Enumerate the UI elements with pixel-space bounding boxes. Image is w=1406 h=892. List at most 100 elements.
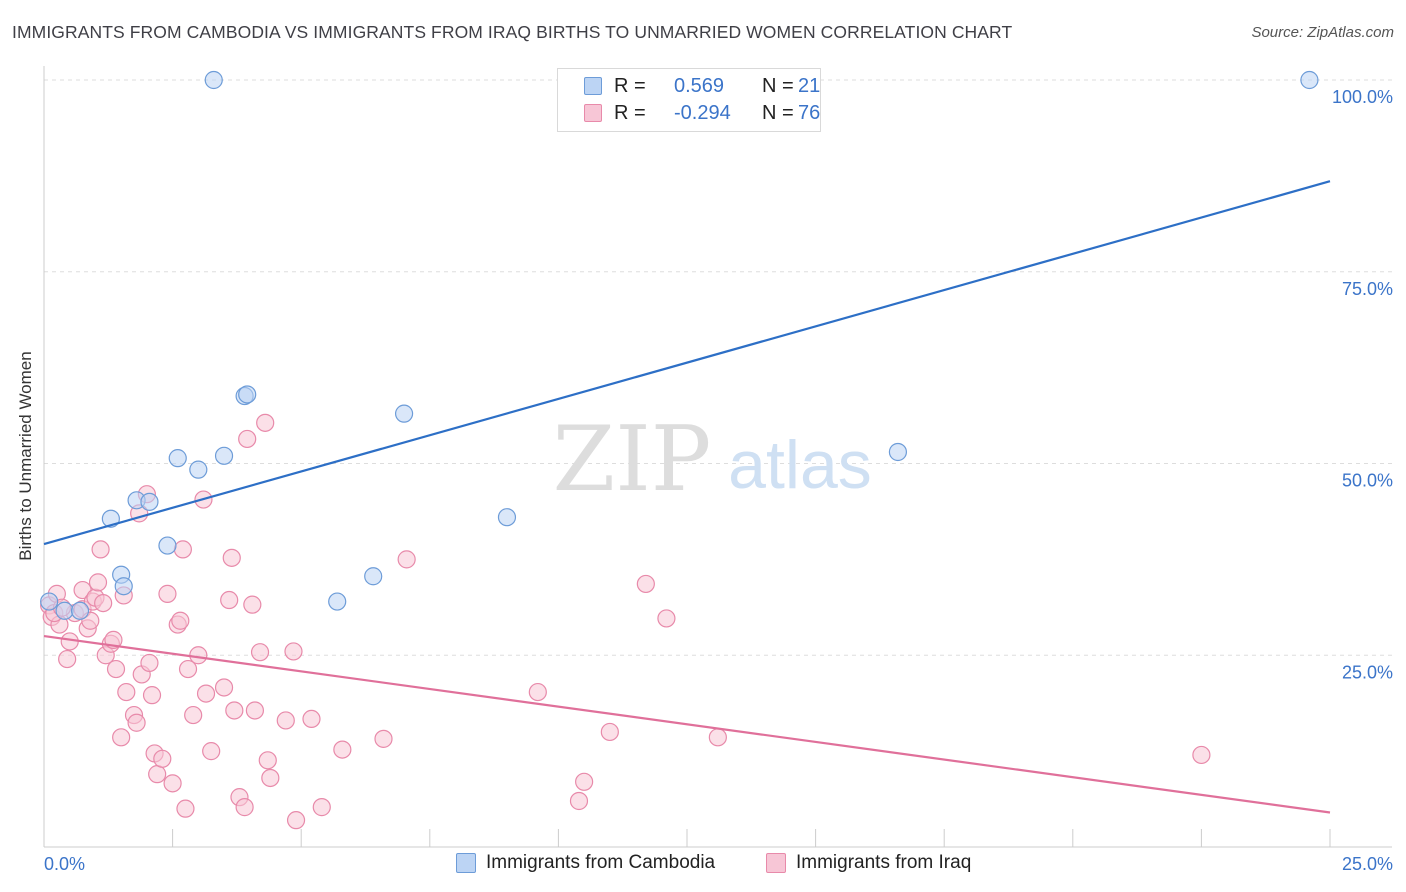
y-axis-label: Births to Unmarried Women — [16, 351, 35, 561]
cambodia-series-points — [40, 70, 1319, 620]
correlation-legend: R = 0.569 N = 21 R = -0.294 N = 76 — [557, 68, 821, 132]
cambodia-point — [189, 460, 208, 479]
y-tick-label: 75.0% — [1342, 279, 1393, 299]
y-tick-label: 50.0% — [1342, 471, 1393, 491]
x-tick-label: 0.0% — [44, 854, 85, 874]
iraq-point — [284, 642, 303, 661]
legend-swatch-iraq — [584, 104, 602, 122]
cambodia-point — [888, 442, 908, 462]
iraq-point — [140, 653, 159, 673]
cambodia-trend-line — [43, 180, 1331, 546]
iraq-point — [261, 768, 280, 788]
iraq-point — [148, 765, 167, 784]
iraq-point — [178, 659, 198, 679]
legend-r-value: 0.569 — [674, 75, 725, 97]
watermark-zip: ZIP — [553, 407, 712, 512]
iraq-point — [58, 649, 77, 669]
cambodia-point — [1300, 70, 1319, 90]
tick-labels: 25.0% 50.0% 75.0% 100.0% 0.0% 25.0% — [44, 87, 1393, 874]
bottom-legend-swatch-iraq — [766, 853, 786, 873]
bottom-legend-label-cambodia: Immigrants from Cambodia — [486, 852, 716, 873]
iraq-point — [225, 701, 244, 720]
iraq-point — [222, 548, 241, 567]
iraq-point — [153, 749, 172, 768]
iraq-point — [106, 659, 126, 679]
cambodia-point — [394, 404, 414, 423]
grid-lines — [44, 79, 1392, 656]
iraq-point — [243, 595, 262, 614]
iraq-trend-line — [43, 634, 1331, 814]
cambodia-point — [114, 577, 133, 596]
iraq-point — [258, 751, 277, 770]
axes — [43, 66, 1392, 848]
iraq-point — [312, 798, 331, 817]
trend-lines — [43, 180, 1331, 814]
iraq-point — [202, 742, 221, 761]
iraq-point — [94, 593, 113, 613]
legend-r-label: R = — [614, 75, 646, 97]
cambodia-point — [497, 508, 517, 527]
iraq-point — [184, 705, 203, 725]
iraq-point — [256, 413, 275, 432]
iraq-point — [302, 709, 321, 729]
iraq-point — [250, 643, 270, 662]
source-credit: Source: ZipAtlas.com — [1251, 24, 1394, 41]
iraq-point — [1192, 745, 1211, 765]
cambodia-point — [364, 567, 383, 586]
iraq-point — [286, 811, 306, 830]
legend-n-value: 21 — [798, 75, 821, 97]
cambodia-point — [40, 592, 59, 611]
legend-r-label: R = — [614, 102, 646, 124]
bottom-legend-swatch-cambodia — [456, 853, 476, 873]
watermark: ZIP atlas — [553, 407, 872, 512]
iraq-point — [528, 682, 547, 702]
iraq-point — [708, 728, 727, 747]
cambodia-point — [238, 385, 257, 404]
legend-swatch-cambodia — [584, 77, 602, 95]
iraq-point — [276, 711, 295, 730]
iraq-point — [112, 728, 131, 747]
iraq-point — [374, 729, 393, 748]
iraq-point — [238, 429, 257, 449]
iraq-point — [245, 701, 265, 720]
y-tick-label: 25.0% — [1342, 662, 1393, 682]
cambodia-point — [214, 446, 234, 465]
iraq-point — [575, 772, 594, 791]
iraq-point — [569, 791, 589, 811]
watermark-atlas: atlas — [728, 427, 872, 503]
iraq-point — [196, 684, 216, 703]
chart-title: IMMIGRANTS FROM CAMBODIA VS IMMIGRANTS F… — [12, 22, 1013, 42]
cambodia-point — [70, 601, 90, 620]
iraq-point — [636, 574, 655, 594]
x-tick-label: 25.0% — [1342, 854, 1393, 874]
legend-n-label: N = — [762, 102, 794, 124]
legend-r-value: -0.294 — [674, 102, 731, 124]
iraq-point — [333, 740, 352, 759]
iraq-point — [397, 550, 416, 569]
cambodia-point — [55, 601, 74, 620]
cambodia-point — [140, 492, 159, 511]
iraq-point — [189, 646, 208, 665]
iraq-point — [235, 798, 254, 817]
cambodia-point — [328, 592, 347, 611]
iraq-point — [220, 590, 239, 610]
iraq-point — [127, 713, 146, 732]
iraq-point — [173, 540, 192, 559]
iraq-point — [142, 686, 162, 705]
iraq-point — [600, 722, 619, 742]
bottom-legend-label-iraq: Immigrants from Iraq — [796, 852, 972, 873]
cambodia-point — [158, 536, 177, 555]
iraq-point — [214, 678, 234, 697]
legend-n-value: 76 — [798, 102, 821, 124]
iraq-point — [117, 682, 136, 702]
legend-n-label: N = — [762, 75, 794, 97]
iraq-point — [171, 611, 190, 630]
y-tick-label: 100.0% — [1332, 87, 1393, 107]
iraq-point — [88, 573, 108, 592]
iraq-point — [657, 609, 676, 628]
iraq-point — [176, 799, 195, 818]
cambodia-point — [204, 70, 223, 90]
iraq-point — [91, 540, 110, 559]
iraq-point — [163, 774, 182, 793]
